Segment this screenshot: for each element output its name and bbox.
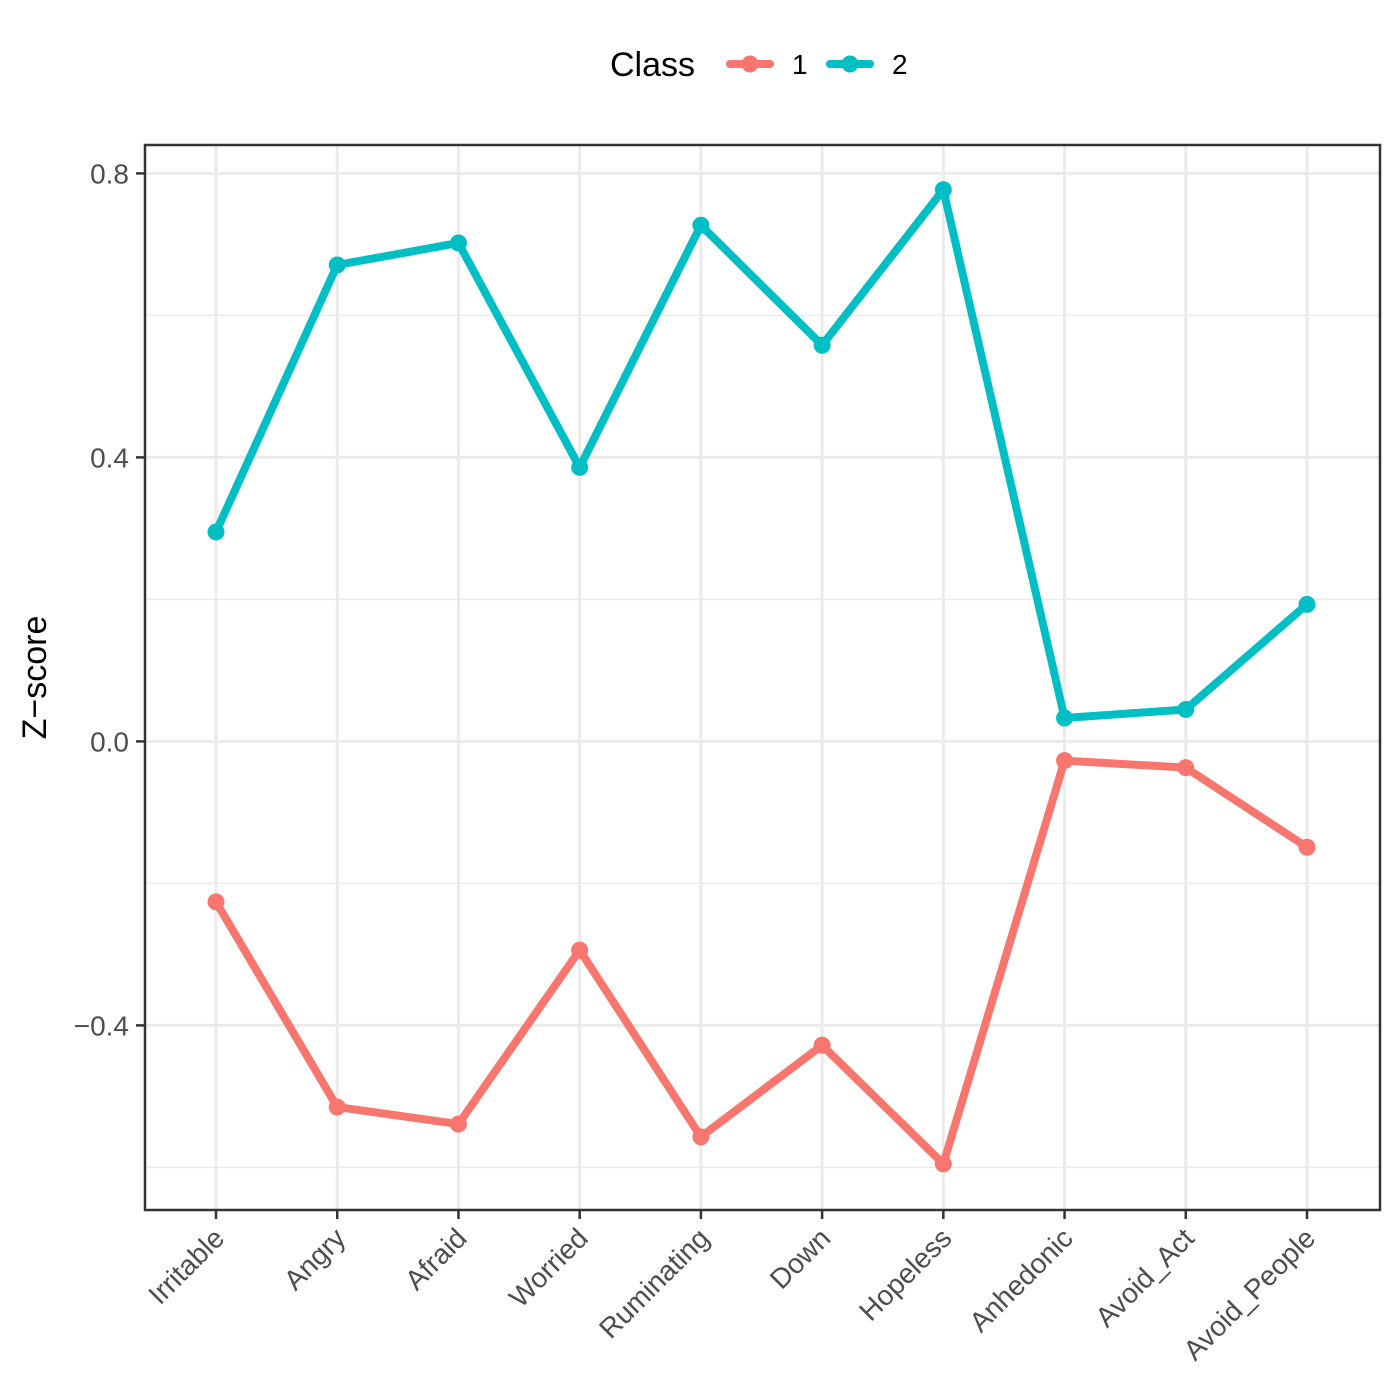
y-axis-title: Z−score	[16, 616, 54, 740]
legend-item-2: 2	[826, 49, 908, 80]
data-point	[934, 1155, 952, 1173]
data-point	[328, 256, 346, 274]
series-line-2	[212, 185, 1311, 722]
legend: Class 1 2	[610, 46, 908, 84]
plot-border	[143, 143, 1382, 1212]
data-point	[571, 458, 589, 476]
x-tick-label: Angry	[278, 1222, 352, 1296]
legend-item-1: 1	[726, 49, 808, 80]
data-point	[1298, 595, 1316, 613]
y-tick-label: 0.4	[90, 442, 129, 473]
data-point	[934, 181, 952, 199]
data-point	[328, 1098, 346, 1116]
series-2	[207, 181, 1316, 727]
data-point	[1298, 838, 1316, 856]
data-point	[207, 523, 225, 541]
legend-key-point	[841, 55, 859, 73]
legend-label: 1	[792, 49, 808, 80]
y-tick-label: 0.0	[90, 726, 129, 757]
data-point	[449, 234, 467, 252]
y-axis: 0.8 0.4 0.0 −0.4	[74, 158, 145, 1041]
y-tick-label: −0.4	[74, 1010, 129, 1041]
data-point	[1177, 759, 1195, 777]
data-point	[692, 1128, 710, 1146]
x-tick-label: Afraid	[399, 1222, 473, 1296]
x-tick-label: Hopeless	[853, 1222, 957, 1326]
data-point	[207, 893, 225, 911]
series-line-1	[212, 756, 1311, 1168]
x-tick-label: Anhedonic	[963, 1222, 1079, 1338]
data-point	[449, 1115, 467, 1133]
data-point	[1056, 752, 1074, 770]
legend-key-point	[741, 55, 759, 73]
plot-panel	[145, 145, 1380, 1210]
y-tick-label: 0.8	[90, 158, 129, 189]
data-point	[571, 941, 589, 959]
series-1	[207, 752, 1316, 1173]
data-point	[1056, 709, 1074, 727]
x-tick-label: Ruminating	[593, 1222, 715, 1344]
legend-label: 2	[892, 49, 908, 80]
data-point	[813, 336, 831, 354]
x-tick-label: Avoid_Act	[1089, 1222, 1200, 1333]
x-tick-label: Irritable	[142, 1222, 230, 1310]
x-axis: Irritable Angry Afraid Worried Ruminating Dow…	[142, 1210, 1321, 1366]
legend-title: Class	[610, 46, 695, 84]
x-tick-label: Down	[764, 1222, 837, 1295]
data-point	[1177, 700, 1195, 718]
data-point	[692, 216, 710, 234]
data-point	[813, 1036, 831, 1054]
x-tick-label: Worried	[503, 1222, 594, 1313]
